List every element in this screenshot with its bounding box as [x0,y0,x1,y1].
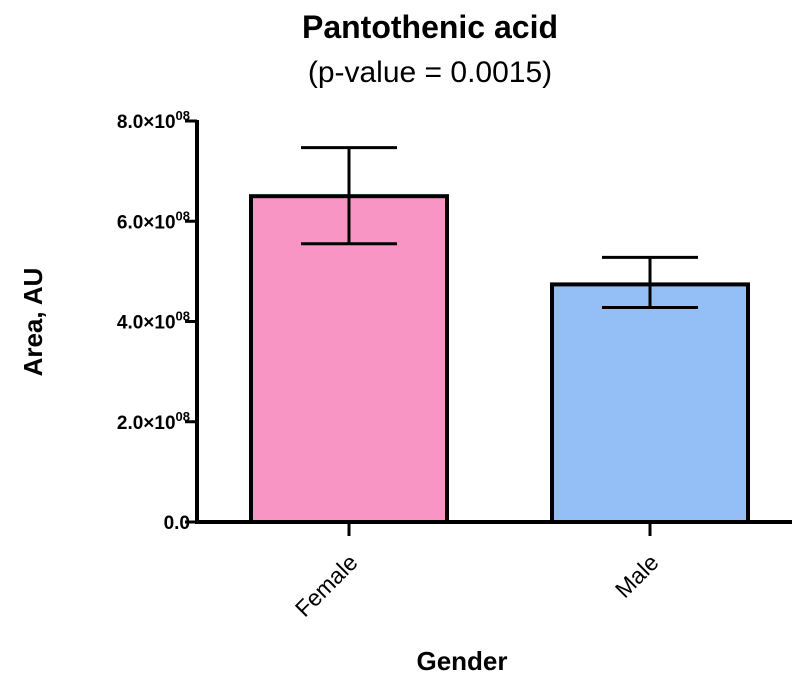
plot-area: 0.0 2.0×1008 4.0×1008 6.0×1008 8.0×1008 Femal… [117,108,792,622]
x-axis-label: Gender [416,646,507,676]
chart-subtitle: (p-value = 0.0015) [308,56,552,89]
bar-male [550,282,750,524]
chart-title: Pantothenic acid [302,9,558,45]
y-tick-label: 4.0×1008 [117,309,190,334]
y-tick-label: 2.0×1008 [117,409,190,434]
y-axis-label: Area, AU [18,268,48,377]
x-tick-label-female: Female [290,549,363,622]
y-tick-label: 8.0×1008 [117,108,190,133]
x-tick-label-male: Male [610,549,664,603]
y-tick-label: 6.0×1008 [117,208,190,233]
bar-female [249,194,449,524]
y-tick-label: 0.0 [164,513,190,534]
